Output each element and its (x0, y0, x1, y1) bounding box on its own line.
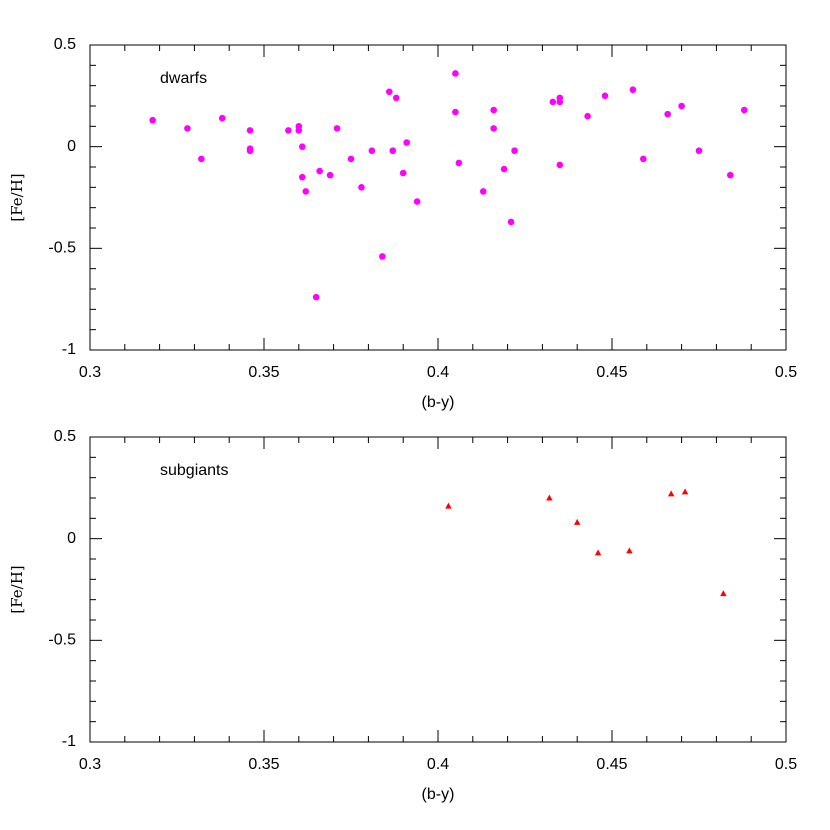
annotation: subgiants (160, 462, 229, 479)
point (399, 169, 407, 177)
point (389, 147, 397, 155)
point (368, 147, 376, 155)
point (727, 171, 734, 179)
annotation: dwarfs (160, 70, 207, 87)
x-tick-label: 0.45 (596, 364, 627, 381)
y-axis-label: [Fe/H] (8, 565, 26, 613)
x-tick-label: 0.35 (248, 364, 279, 381)
x-tick-label: 0.4 (427, 756, 449, 773)
point (452, 70, 459, 77)
point (413, 198, 421, 205)
point (740, 106, 748, 114)
point (333, 125, 341, 132)
x-tick-label: 0.5 (775, 364, 797, 381)
point (385, 88, 393, 96)
point (678, 102, 685, 110)
point (594, 549, 602, 556)
point (218, 114, 226, 122)
y-axis-label: [Fe/H] (8, 173, 26, 221)
point (392, 94, 400, 102)
x-tick-label: 0.5 (775, 756, 797, 773)
x-axis-label: (b-y) (422, 394, 455, 411)
plot-frame (89, 44, 787, 351)
point (347, 155, 355, 163)
y-tick-label: 0.5 (54, 428, 76, 445)
point (302, 188, 310, 195)
x-tick-label: 0.3 (79, 756, 101, 773)
point (549, 98, 557, 106)
point (285, 127, 292, 134)
point (246, 147, 254, 155)
point (695, 147, 703, 155)
point (379, 253, 386, 260)
point (574, 518, 581, 525)
point (246, 127, 254, 134)
point (546, 494, 553, 501)
point (298, 143, 306, 150)
point (312, 293, 320, 301)
y-tick-label: -0.5 (48, 632, 76, 649)
point (601, 92, 609, 100)
y-tick-label: -1 (62, 733, 76, 750)
point (184, 125, 191, 132)
y-tick-label: 0 (67, 138, 76, 155)
y-tick-label: 0 (67, 530, 76, 547)
plot-frame (89, 436, 787, 743)
point (479, 188, 487, 195)
point (720, 590, 727, 597)
y-tick-label: -1 (62, 341, 76, 358)
point (500, 165, 508, 173)
point (298, 173, 306, 181)
x-tick-label: 0.3 (79, 364, 101, 381)
point (556, 161, 564, 169)
x-tick-label: 0.35 (248, 756, 279, 773)
point (490, 106, 497, 114)
point (198, 155, 205, 163)
x-axis-label: (b-y) (422, 786, 455, 803)
point (640, 155, 647, 163)
point (455, 159, 463, 167)
point (403, 139, 410, 146)
y-tick-label: 0.5 (54, 36, 76, 53)
point (316, 167, 323, 175)
point (681, 488, 689, 495)
point (667, 490, 675, 497)
point (507, 218, 515, 226)
point (295, 127, 303, 134)
point (358, 184, 365, 191)
point (445, 502, 452, 509)
x-tick-label: 0.4 (427, 364, 449, 381)
point (626, 547, 633, 554)
point (629, 86, 637, 94)
point (490, 125, 497, 132)
point (326, 171, 334, 179)
point (452, 108, 459, 116)
x-tick-label: 0.45 (596, 756, 627, 773)
point (584, 112, 591, 120)
point (556, 98, 564, 106)
point (664, 110, 671, 118)
point (511, 147, 518, 155)
point (149, 116, 156, 124)
y-tick-label: -0.5 (48, 240, 76, 257)
